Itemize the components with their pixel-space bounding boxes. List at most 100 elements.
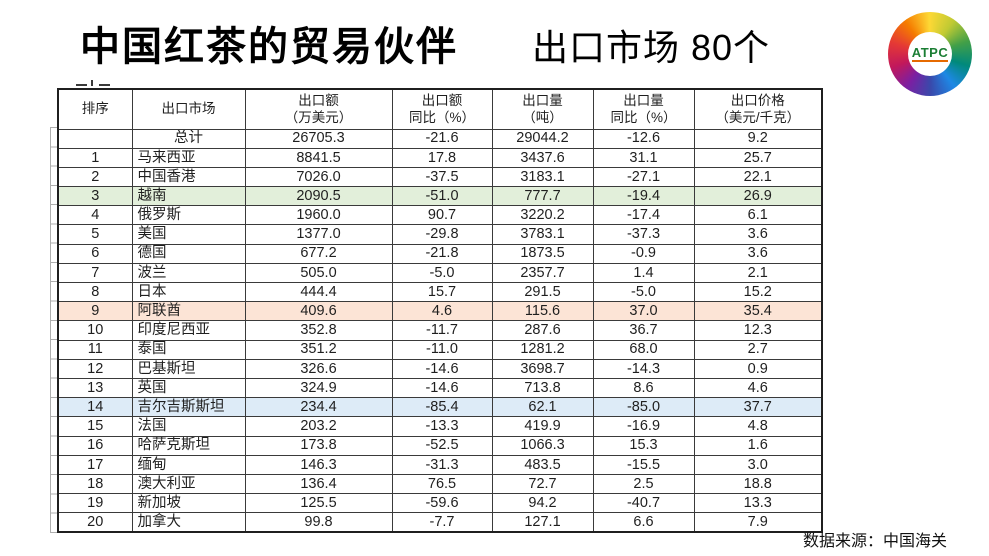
table-row: 16 哈萨克斯坦 173.8 -52.5 1066.3 15.3 1.6 [57,435,823,456]
export-value-yoy-cell: -85.4 [391,397,493,418]
export-value-yoy-cell: -59.6 [391,493,493,514]
export-value-cell: 505.0 [244,262,393,284]
export-qty-cell: 127.1 [491,512,594,533]
rank-cell: 10 [57,320,133,341]
market-cell: 澳大利亚 [131,473,246,495]
export-qty-cell: 3220.2 [491,205,594,226]
export-price-cell: 4.8 [693,416,823,437]
market-cell: 加拿大 [131,512,246,533]
export-qty-yoy-cell: 2.5 [592,473,695,495]
export-price-cell: 3.6 [693,243,823,264]
export-value-cell: 1377.0 [244,224,393,245]
export-value-cell: 1960.0 [244,205,393,226]
export-value-cell: 136.4 [244,473,393,495]
export-qty-cell: 1281.2 [491,339,594,360]
table-row: 20 加拿大 99.8 -7.7 127.1 6.6 7.9 [57,512,823,533]
export-qty-cell: 483.5 [491,454,594,475]
table-row: 12 巴基斯坦 326.6 -14.6 3698.7 -14.3 0.9 [57,358,823,379]
market-cell: 美国 [131,224,246,245]
export-qty-cell: 29044.2 [491,128,594,149]
rank-cell: 12 [57,358,133,379]
export-qty-cell: 3698.7 [491,358,594,379]
export-qty-cell: 419.9 [491,416,594,437]
export-price-cell: 15.2 [693,281,823,303]
export-qty-yoy-cell: -17.4 [592,205,695,226]
export-price-cell: 18.8 [693,473,823,495]
export-value-yoy-cell: -31.3 [391,454,493,475]
export-qty-cell: 1066.3 [491,435,594,456]
export-qty-cell: 287.6 [491,320,594,341]
rank-cell: 2 [57,166,133,188]
rank-cell: 9 [57,301,133,322]
export-qty-yoy-cell: -40.7 [592,493,695,514]
rank-cell: 3 [57,186,133,207]
export-qty-yoy-cell: -12.6 [592,128,695,149]
market-cell: 阿联酋 [131,301,246,322]
export-qty-yoy-cell: -27.1 [592,166,695,188]
rank-cell: 15 [57,416,133,437]
export-qty-yoy-cell: -37.3 [592,224,695,245]
export-value-yoy-cell: -14.6 [391,358,493,379]
export-value-cell: 203.2 [244,416,393,437]
table-row: 17 缅甸 146.3 -31.3 483.5 -15.5 3.0 [57,454,823,475]
spreadsheet-gridline-artifact [50,127,57,533]
export-qty-yoy-cell: -19.4 [592,186,695,207]
market-cell: 越南 [131,186,246,207]
export-qty-yoy-cell: 68.0 [592,339,695,360]
export-qty-yoy-cell: -5.0 [592,281,695,303]
export-value-cell: 444.4 [244,281,393,303]
column-header-2: 出口额 （万美元） [244,88,393,130]
export-price-cell: 22.1 [693,166,823,188]
export-value-yoy-cell: -5.0 [391,262,493,284]
export-price-cell: 26.9 [693,186,823,207]
export-value-yoy-cell: 90.7 [391,205,493,226]
export-value-yoy-cell: -37.5 [391,166,493,188]
export-qty-cell: 1873.5 [491,243,594,264]
export-value-yoy-cell: 4.6 [391,301,493,322]
export-qty-cell: 3437.6 [491,147,594,168]
market-cell: 新加坡 [131,493,246,514]
rank-cell: 13 [57,377,133,399]
export-value-cell: 234.4 [244,397,393,418]
table-row: 5 美国 1377.0 -29.8 3783.1 -37.3 3.6 [57,224,823,245]
export-qty-yoy-cell: -0.9 [592,243,695,264]
export-value-cell: 173.8 [244,435,393,456]
export-qty-yoy-cell: 8.6 [592,377,695,399]
column-header-4: 出口量 （吨） [491,88,594,130]
table-row: 18 澳大利亚 136.4 76.5 72.7 2.5 18.8 [57,473,823,495]
page-title: 中国红茶的贸易伙伴 [80,25,458,69]
trade-partners-table: 排序 出口市场 出口额 （万美元） 出口额 同比（%） 出口量 （吨） 出口量 同比（%） 出口价格… [57,88,823,533]
table-row: 19 新加坡 125.5 -59.6 94.2 -40.7 13.3 [57,493,823,514]
table-header-row: 排序 出口市场 出口额 （万美元） 出口额 同比（%） 出口量 （吨） 出口量 同比（%） 出口价格… [57,88,823,130]
export-value-yoy-cell: -13.3 [391,416,493,437]
market-cell: 中国香港 [131,166,246,188]
export-value-yoy-cell: 15.7 [391,281,493,303]
export-value-yoy-cell: -21.6 [391,128,493,149]
export-price-cell: 0.9 [693,358,823,379]
market-cell: 巴基斯坦 [131,358,246,379]
market-cell: 日本 [131,281,246,303]
table-row: 7 波兰 505.0 -5.0 2357.7 1.4 2.1 [57,262,823,284]
market-cell: 马来西亚 [131,147,246,168]
rank-cell: 19 [57,493,133,514]
export-value-yoy-cell: -29.8 [391,224,493,245]
export-value-cell: 324.9 [244,377,393,399]
export-price-cell: 6.1 [693,205,823,226]
table-row: 15 法国 203.2 -13.3 419.9 -16.9 4.8 [57,416,823,437]
export-price-cell: 12.3 [693,320,823,341]
data-source-label: 数据来源：中国海关 [802,533,947,550]
export-price-cell: 13.3 [693,493,823,514]
rank-cell: 11 [57,339,133,360]
export-qty-cell: 94.2 [491,493,594,514]
market-cell: 英国 [131,377,246,399]
market-cell: 德国 [131,243,246,264]
market-cell: 印度尼西亚 [131,320,246,341]
slide-header: 中国红茶的贸易伙伴 出口市场 80个 [80,14,770,72]
export-value-cell: 326.6 [244,358,393,379]
column-header-1: 出口市场 [131,88,246,130]
export-value-yoy-cell: 17.8 [391,147,493,168]
table-row: 2 中国香港 7026.0 -37.5 3183.1 -27.1 22.1 [57,166,823,188]
export-price-cell: 4.6 [693,377,823,399]
rank-cell: 20 [57,512,133,533]
market-cell: 法国 [131,416,246,437]
